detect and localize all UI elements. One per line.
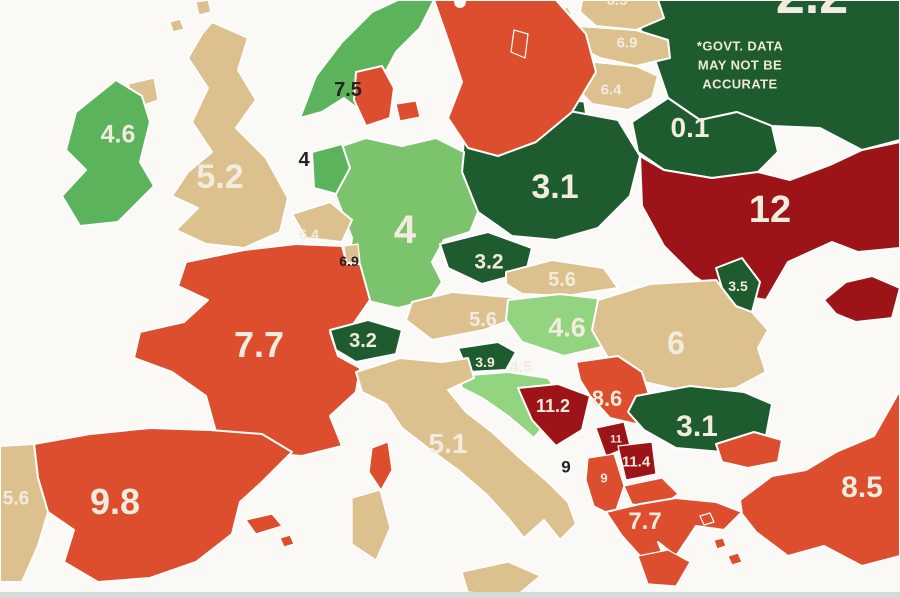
label-estonia: 6.5 (606, 0, 628, 9)
label-france: 7.7 (233, 324, 285, 365)
label-bosnia: 11.2 (535, 396, 571, 416)
island-gotland (510, 29, 529, 59)
label-slovenia: 3.9 (475, 354, 495, 370)
disclaimer-line-3: ACCURATE (702, 76, 778, 92)
country-belgium (291, 201, 353, 243)
island-mallorca (245, 513, 283, 535)
label-greece: 7.7 (628, 508, 662, 535)
bottom-crop-bar (0, 592, 900, 598)
label-adriatic-sea: 9 (561, 457, 571, 477)
label-austria: 5.6 (469, 309, 497, 331)
label-montenegro: 11 (610, 433, 622, 446)
island-shetland (195, 0, 212, 16)
country-ireland (61, 79, 155, 227)
label-uk: 5.2 (196, 158, 244, 196)
label-slovakia: 5.6 (548, 269, 576, 291)
label-russia: 2.2 (776, 0, 848, 22)
label-ukraine: 12 (748, 189, 792, 231)
label-serbia: 8.6 (591, 386, 623, 411)
island-corsica (368, 441, 393, 491)
country-denmark (353, 65, 395, 127)
country-france (133, 243, 371, 457)
country-kosovo (617, 441, 657, 481)
country-uk (171, 21, 289, 249)
country-slovakia (505, 259, 619, 297)
country-portugal (0, 443, 49, 583)
label-albania: 9 (600, 470, 608, 486)
country-austria (405, 291, 523, 341)
country-netherlands (311, 143, 351, 195)
country-turkey (739, 389, 900, 567)
label-bulgaria: 3.1 (676, 410, 718, 443)
label-hungary: 4.6 (548, 312, 586, 343)
label-portugal: 5.6 (2, 488, 30, 510)
label-ireland: 4.6 (100, 120, 136, 149)
country-italy (355, 357, 577, 541)
region-crimea (823, 275, 900, 323)
island-orkney (169, 18, 185, 33)
cropped-marker (454, 0, 466, 8)
label-latvia: 6.9 (616, 34, 638, 52)
disclaimer-line-2: MAY NOT BE (697, 57, 783, 73)
label-kosovo: 11.4 (621, 453, 651, 471)
label-turkey: 8.5 (841, 471, 883, 504)
country-norway (299, 0, 435, 119)
label-poland: 3.1 (531, 168, 579, 206)
disclaimer-line-1: *GOVT. DATA (696, 38, 784, 54)
country-moldova (715, 257, 761, 313)
label-moldova: 3.5 (728, 278, 748, 294)
country-sweden (433, 0, 597, 157)
label-switzerland: 3.2 (349, 330, 377, 352)
region-peloponnese (637, 549, 691, 587)
label-romania: 6 (667, 325, 685, 361)
denmark-island (395, 100, 421, 122)
label-netherlands: 4 (298, 149, 310, 171)
label-luxembourg: 6.9 (339, 253, 359, 269)
island-menorca (279, 534, 295, 548)
label-croatia: 4.5 (509, 359, 533, 376)
label-czechia: 3.2 (474, 250, 504, 274)
label-germany: 4 (393, 208, 417, 252)
aegean-island-2 (713, 537, 727, 550)
label-belgium: 6.4 (299, 226, 319, 242)
country-bosnia (517, 383, 591, 447)
island-sardinia (351, 489, 391, 561)
aegean-island-1 (699, 512, 715, 526)
country-ukraine (639, 141, 900, 301)
label-belarus: 0.1 (670, 112, 710, 143)
island-sicily (461, 561, 541, 597)
region-turkey-european (715, 431, 783, 469)
label-italy: 5.1 (428, 428, 468, 459)
label-lithuania: 6.4 (600, 81, 622, 99)
label-denmark: 7.5 (334, 79, 362, 101)
country-switzerland (329, 319, 403, 363)
label-spain: 9.8 (89, 481, 141, 522)
aegean-island-3 (727, 552, 743, 566)
country-spain (33, 427, 293, 583)
data-disclaimer-note: *GOVT. DATA MAY NOT BE ACCURATE (697, 38, 783, 95)
